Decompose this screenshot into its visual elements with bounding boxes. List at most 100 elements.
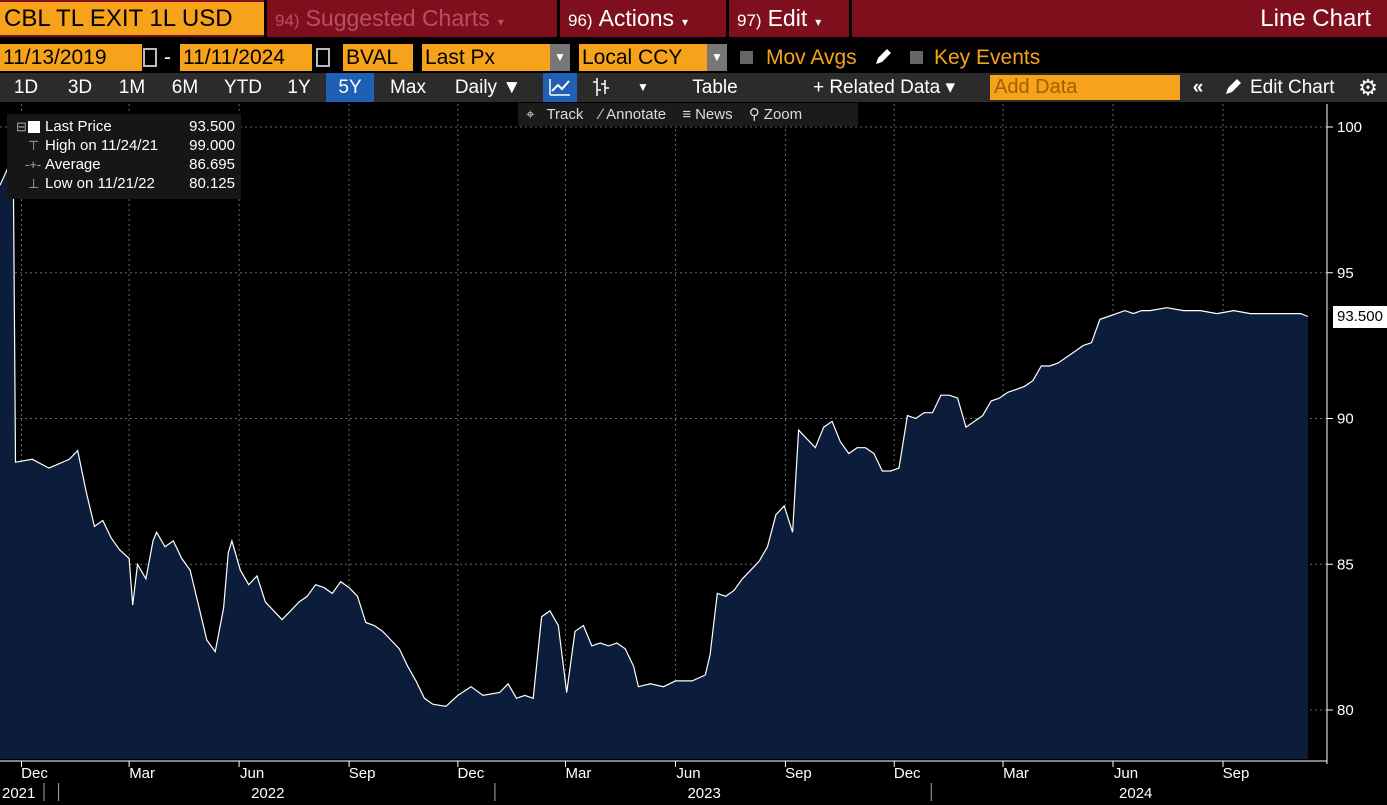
key-events-label[interactable]: Key Events (934, 46, 1041, 69)
annotate-icon: ∕ (599, 106, 603, 123)
table-button[interactable]: Table (692, 77, 738, 98)
average-marker-icon: -+- (25, 157, 42, 172)
legend-value: 86.695 (189, 156, 235, 173)
currency-select[interactable]: Local CCY (579, 44, 707, 71)
price-field-select[interactable]: Last Px (422, 44, 550, 71)
gear-icon[interactable]: ⚙ (1358, 75, 1378, 100)
y-tick-label: 85 (1337, 556, 1354, 573)
x-tick-label: Mar (1003, 765, 1029, 782)
related-data-menu[interactable]: + Related Data ▾ (812, 77, 956, 98)
y-tick-label: 95 (1337, 265, 1354, 282)
x-tick-label: Sep (1223, 765, 1250, 782)
chevron-down-icon[interactable]: ▼ (707, 44, 727, 71)
pencil-icon[interactable] (872, 46, 894, 68)
bar-chart-type-icon[interactable] (583, 73, 619, 102)
price-chart[interactable]: 80 85 90 95 100 Dec Mar Jun Sep Dec Mar Jun Sep Dec M… (0, 104, 1387, 805)
chevron-down-icon: ▾ (815, 15, 822, 29)
frequency-select[interactable]: Daily ▼ (454, 77, 522, 98)
legend-label: High on 11/24/21 (45, 137, 159, 154)
menu-number: 96) (568, 11, 593, 30)
y-axis: 80 85 90 95 100 (1326, 104, 1362, 764)
menu-label: Edit (767, 5, 808, 31)
period-ytd-button[interactable]: YTD (224, 77, 262, 98)
line-chart-type-icon[interactable] (543, 73, 577, 102)
period-1y-button[interactable]: 1Y (287, 77, 311, 98)
pencil-icon[interactable] (1222, 76, 1244, 98)
menu-number: 97) (737, 11, 762, 30)
legend-row-high: ⊤ High on 11/24/21 99.000 (7, 136, 241, 155)
mov-avgs-label[interactable]: Mov Avgs (766, 46, 857, 69)
legend-label: Average (45, 156, 101, 173)
menu-number: 94) (275, 11, 300, 30)
annotate-tool[interactable]: Annotate (606, 106, 667, 123)
track-tool[interactable]: Track (546, 106, 584, 123)
high-marker-icon: ⊤ (28, 138, 40, 153)
period-6m-button[interactable]: 6M (171, 77, 199, 98)
x-tick-label: Sep (785, 765, 812, 782)
edit-menu[interactable]: 97) Edit ▾ (729, 0, 849, 37)
period-1d-button[interactable]: 1D (13, 77, 39, 98)
y-tick-label: 90 (1337, 411, 1354, 428)
key-events-checkbox[interactable] (910, 51, 923, 64)
calendar-icon[interactable] (143, 48, 157, 67)
y-tick-label: 80 (1337, 702, 1354, 719)
period-5y-button[interactable]: 5Y (326, 73, 374, 102)
x-tick-label: Mar (129, 765, 155, 782)
collapse-double-chevron-icon[interactable]: « (1192, 77, 1204, 98)
legend-label: Low on 11/21/22 (45, 175, 155, 192)
chart-tools-bar: ⌖ Track ∕ Annotate ≡ News ⚲ Zoom (518, 103, 858, 126)
legend-value: 99.000 (189, 137, 235, 154)
pricing-source-field[interactable]: BVAL (343, 44, 413, 71)
legend-row-low: ⊥ Low on 11/21/22 80.125 (7, 174, 241, 193)
suggested-charts-menu[interactable]: 94) Suggested Charts ▾ (267, 0, 557, 37)
add-data-input[interactable]: Add Data (990, 75, 1180, 100)
price-line (0, 155, 1309, 708)
low-marker-icon: ⊥ (28, 176, 40, 191)
legend-row-last-price: ⊟ Last Price 93.500 (7, 117, 241, 136)
x-tick-label: Dec (21, 765, 48, 782)
news-tool[interactable]: News (695, 106, 733, 123)
collapse-icon[interactable]: ⊟ (16, 119, 27, 134)
chevron-down-icon: ▾ (682, 15, 689, 29)
zoom-tool[interactable]: Zoom (763, 106, 803, 123)
chevron-down-icon: ▾ (497, 15, 504, 29)
menu-label: Actions (598, 5, 675, 31)
x-year-label: 2021 (2, 785, 35, 802)
calendar-icon[interactable] (316, 48, 330, 67)
last-price-label: 93.500 (1333, 306, 1387, 328)
news-icon: ≡ (682, 106, 692, 123)
start-date-field[interactable]: 11/13/2019 (0, 44, 142, 71)
tab-separator (849, 0, 852, 37)
end-date-field[interactable]: 11/11/2024 (180, 44, 312, 71)
chevron-down-icon[interactable]: ▼ (550, 44, 570, 71)
legend-row-average: -+- Average 86.695 (7, 155, 241, 174)
x-tick-label: Dec (894, 765, 921, 782)
x-tick-label: Jun (676, 765, 700, 782)
tab-separator (557, 0, 560, 37)
price-area-fill (0, 156, 1308, 760)
period-max-button[interactable]: Max (390, 77, 426, 98)
edit-chart-button[interactable]: Edit Chart (1250, 77, 1335, 98)
x-year-label: 2024 (1119, 785, 1152, 802)
x-year-label: 2023 (687, 785, 720, 802)
period-3d-button[interactable]: 3D (67, 77, 93, 98)
legend-value: 80.125 (189, 175, 235, 192)
security-ticker-field[interactable]: CBL TL EXIT 1L USD (0, 2, 264, 35)
x-axis: Dec Mar Jun Sep Dec Mar Jun Sep Dec Mar Jun Sep 2021… (0, 760, 1327, 802)
period-1m-button[interactable]: 1M (118, 77, 146, 98)
tab-separator (726, 0, 729, 37)
legend-label: Last Price (45, 118, 112, 135)
crosshair-icon: ⌖ (526, 106, 535, 123)
actions-menu[interactable]: 96) Actions ▾ (560, 0, 726, 37)
mov-avgs-checkbox[interactable] (740, 51, 753, 64)
x-tick-label: Mar (566, 765, 592, 782)
x-year-label: 2022 (251, 785, 284, 802)
x-tick-label: Sep (349, 765, 376, 782)
chart-legend[interactable]: ⊟ Last Price 93.500 ⊤ High on 11/24/21 9… (7, 114, 241, 199)
x-tick-label: Dec (458, 765, 485, 782)
series-swatch (28, 121, 40, 133)
magnifier-icon: ⚲ (748, 106, 760, 123)
view-title: Line Chart (1260, 5, 1371, 32)
chevron-down-icon[interactable]: ▼ (637, 80, 649, 94)
x-tick-label: Jun (240, 765, 264, 782)
